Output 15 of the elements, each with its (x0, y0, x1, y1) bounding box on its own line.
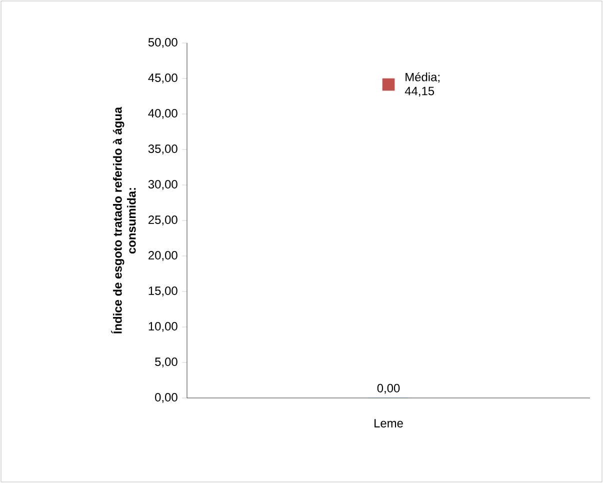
data-label: 0,00 (377, 384, 400, 394)
y-tick-label: 45,00 (148, 74, 178, 84)
y-tick-label: 25,00 (148, 216, 178, 226)
y-tick-label: 50,00 (148, 38, 178, 48)
y-tick-label: 5,00 (155, 358, 178, 368)
y-tick-label: 30,00 (148, 180, 178, 190)
y-tick-label: 15,00 (148, 286, 178, 296)
data-label: Média; 44,15 (404, 72, 440, 97)
y-axis-title: Índice de esgoto tratado referido à água consumida: (111, 106, 136, 334)
x-tick-label: Leme (374, 419, 403, 428)
y-tick-label: 40,00 (148, 109, 178, 119)
y-tick-label: 35,00 (148, 144, 178, 154)
y-tick-label: 10,00 (148, 322, 178, 332)
y-tick-label: 20,00 (148, 251, 178, 261)
y-tick-label: 0,00 (155, 393, 178, 403)
